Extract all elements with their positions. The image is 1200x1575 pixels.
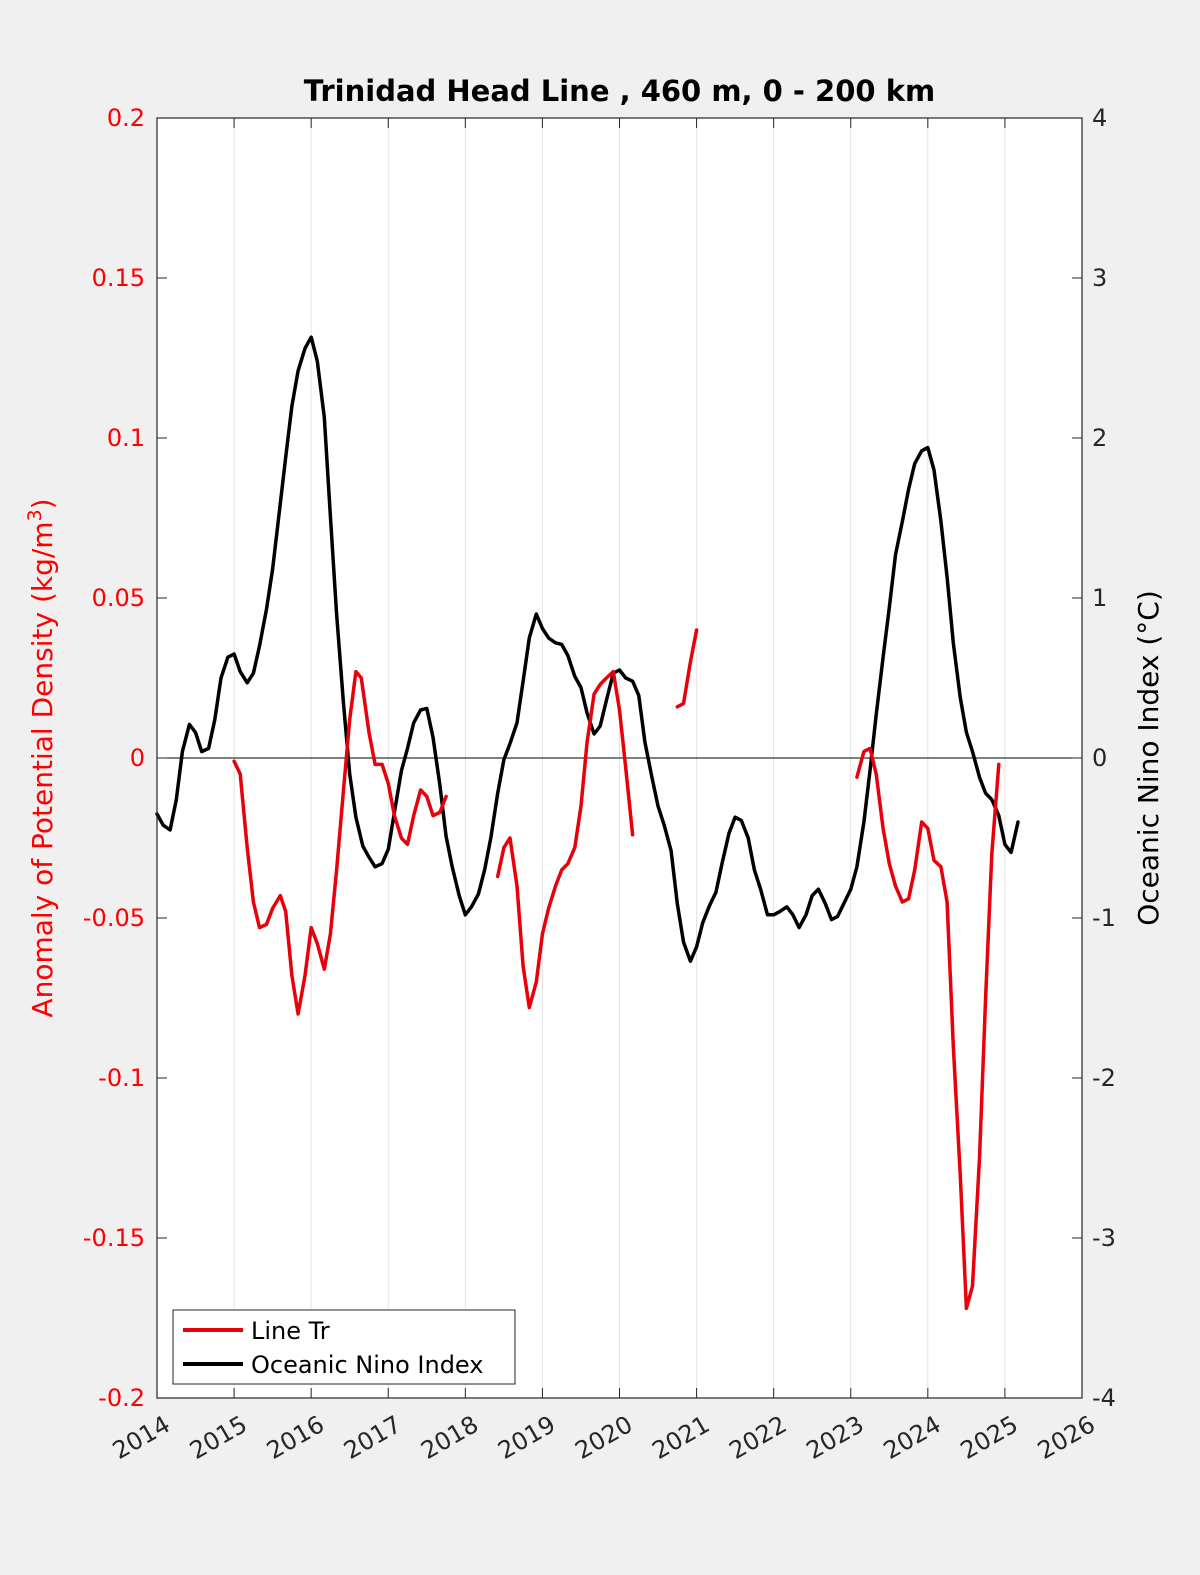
right-y-tick-label: 3 — [1092, 264, 1107, 292]
right-y-tick-label: 4 — [1092, 104, 1107, 132]
series-line-tr-line — [675, 628, 699, 709]
legend-label-oni: Oceanic Nino Index — [251, 1351, 483, 1379]
left-y-tick-label: 0.05 — [92, 584, 145, 612]
left-y-tick-label: 0.2 — [107, 104, 145, 132]
series-lines — [155, 335, 1020, 1311]
right-y-tick-label: -2 — [1092, 1064, 1116, 1092]
axes: 2014 2015 2016 2017 2018 2019 2020 2021 2022 2023… — [83, 104, 1116, 1465]
left-axis-title-end: ) — [26, 498, 59, 509]
legend-box — [172, 1309, 516, 1385]
left-y-tick-label: -0.05 — [83, 904, 145, 932]
legend-label-line-tr: Line Tr — [251, 1317, 330, 1345]
left-y-tick-label: 0.1 — [107, 424, 145, 452]
left-axis-title-main: Anomaly of Potential Density (kg/m — [26, 521, 59, 1017]
series-line-tr-line — [855, 746, 1001, 1311]
series-oceanic-nino-index-line — [155, 335, 1020, 963]
right-y-tick-label: -4 — [1092, 1384, 1116, 1412]
legend: Line Tr Oceanic Nino Index — [172, 1309, 516, 1385]
left-y-tick-label: -0.1 — [98, 1064, 145, 1092]
left-y-tick-label: 0.15 — [92, 264, 145, 292]
right-y-tick-label: -1 — [1092, 904, 1116, 932]
left-y-tick-label: 0 — [130, 744, 145, 772]
left-axis-title: Anomaly of Potential Density (kg/m3) — [24, 498, 59, 1017]
right-y-tick-label: 1 — [1092, 584, 1107, 612]
right-y-tick-label: 2 — [1092, 424, 1107, 452]
right-axis-title: Oceanic Nino Index (°C) — [1132, 590, 1165, 926]
left-y-tick-label: -0.2 — [98, 1384, 145, 1412]
series-line-tr-line — [232, 669, 448, 1016]
left-axis-title-superscript: 3 — [24, 509, 46, 521]
chart-title: Trinidad Head Line , 460 m, 0 - 200 km — [304, 74, 935, 108]
right-y-tick-label: 0 — [1092, 744, 1107, 772]
series-line-tr-line — [495, 669, 635, 1010]
right-y-tick-label: -3 — [1092, 1224, 1116, 1252]
left-y-tick-label: -0.15 — [83, 1224, 145, 1252]
